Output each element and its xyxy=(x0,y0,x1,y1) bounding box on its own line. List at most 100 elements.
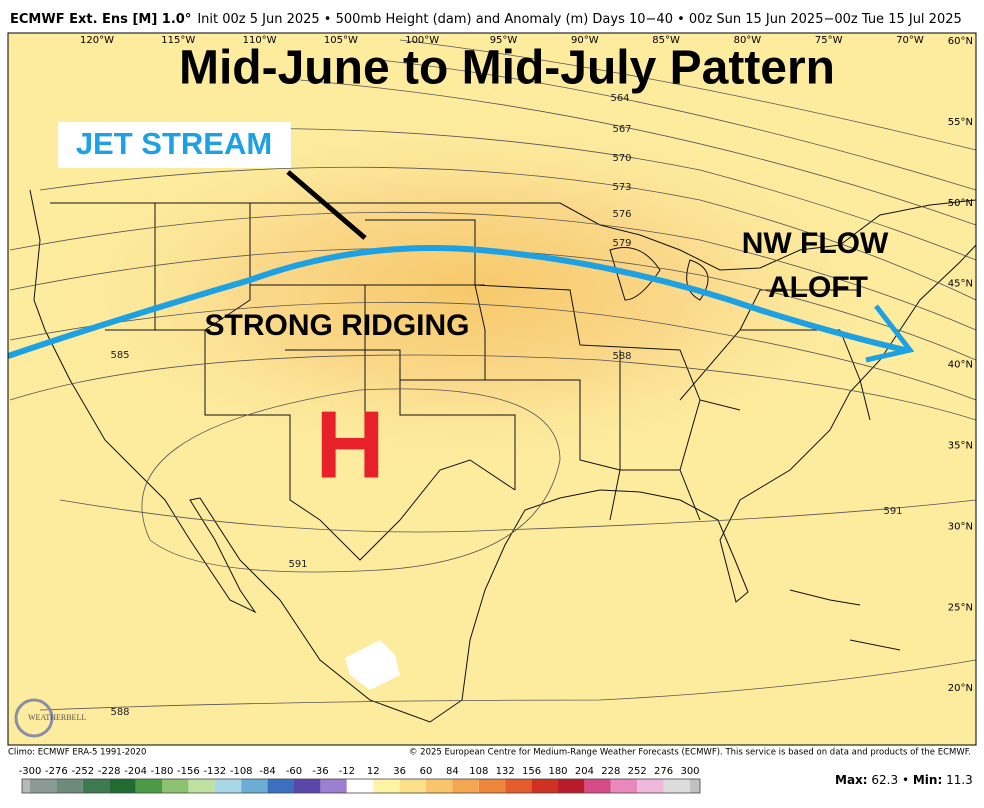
contour-label: 573 xyxy=(612,182,631,193)
climo-note: Climo: ECMWF ERA-5 1991-2020 xyxy=(8,748,146,758)
colorbar-cell xyxy=(610,779,638,793)
description: Init 00z 5 Jun 2025 • 500mb Height (dam)… xyxy=(197,12,961,27)
map-frame xyxy=(7,32,977,746)
longitude-label: 95°W xyxy=(490,35,518,46)
colorbar-tick-label: 60 xyxy=(420,766,433,777)
colorbar-tick-label: 228 xyxy=(601,766,620,777)
colorbar-cell xyxy=(478,779,506,793)
model-name: ECMWF Ext. Ens [M] 1.0° xyxy=(10,12,191,27)
colorbar-cell xyxy=(30,779,57,793)
min-value: 11.3 xyxy=(946,773,973,787)
colorbar-cell xyxy=(22,779,30,793)
latitude-label: 25°N xyxy=(948,602,973,613)
colorbar-tick-label: -36 xyxy=(312,766,328,777)
colorbar-tick-label: 252 xyxy=(628,766,647,777)
logo-mark xyxy=(14,698,54,738)
max-value: 62.3 xyxy=(871,773,898,787)
colorbar-cell xyxy=(373,779,400,793)
colorbar-cell xyxy=(663,779,690,793)
latitude-label: 40°N xyxy=(948,360,973,371)
contour-label: 579 xyxy=(612,238,631,249)
height-contours xyxy=(9,39,976,711)
max-label: Max: xyxy=(835,773,868,787)
separator: • xyxy=(902,773,909,787)
colorbar-cell xyxy=(505,779,532,793)
colorbar-cell xyxy=(188,779,215,793)
jet-stream-arrow xyxy=(8,245,906,359)
colorbar-frame xyxy=(21,778,701,794)
colorbar-cell xyxy=(82,779,110,793)
colorbar-cell xyxy=(452,779,479,793)
latitude-label: 60°N xyxy=(948,36,973,47)
longitude-label: 120°W xyxy=(80,35,114,46)
colorbar-cell xyxy=(135,779,162,793)
colorbar-cell xyxy=(294,779,321,793)
coastlines xyxy=(29,189,976,723)
map-title: Mid-June to Mid-July Pattern xyxy=(179,42,835,95)
ridging-label: STRONG RIDGING xyxy=(204,309,469,342)
colorbar-tick-label: 84 xyxy=(446,766,459,777)
colorbar: -300 -276 -252 -228 -204 -180 -156 -132 -108 -84-… xyxy=(19,766,701,794)
colorbar-cell xyxy=(637,779,664,793)
contour-label: 567 xyxy=(612,124,631,135)
colorbar-cell xyxy=(346,779,374,793)
stats: Max: 62.3 • Min: 11.3 xyxy=(835,773,973,787)
colorbar-cell xyxy=(584,779,611,793)
colorbar-cell xyxy=(531,779,558,793)
longitude-label: 75°W xyxy=(815,35,843,46)
jet-label-box xyxy=(58,122,291,168)
jet-label: JET STREAM xyxy=(76,126,272,161)
colorbar-tick-label: -12 xyxy=(339,766,355,777)
colorbar-tick-label: 108 xyxy=(469,766,488,777)
colorbar-cell xyxy=(162,779,189,793)
state-borders xyxy=(105,203,871,561)
longitude-label: 70°W xyxy=(896,35,924,46)
longitude-label: 80°W xyxy=(734,35,762,46)
colorbar-tick-label: 132 xyxy=(496,766,515,777)
copyright: © 2025 European Centre for Medium-Range … xyxy=(409,748,971,758)
colorbar-tick-label: 156 xyxy=(522,766,541,777)
colorbar-tick-label: 180 xyxy=(548,766,567,777)
header: ECMWF Ext. Ens [M] 1.0° Init 00z 5 Jun 20… xyxy=(10,12,962,27)
longitude-label: 110°W xyxy=(243,35,277,46)
flow-label: NW FLOW xyxy=(742,227,889,260)
contour-labels: 564 567 570 573 576 579 588 585 591 591 588 xyxy=(110,93,902,718)
colorbar-cell xyxy=(690,779,700,793)
contour-label: 591 xyxy=(883,506,902,517)
latitude-label: 30°N xyxy=(948,521,973,532)
colorbar-cell xyxy=(320,779,347,793)
contour-label: 585 xyxy=(110,350,129,361)
min-label: Min: xyxy=(913,773,942,787)
colorbar-tick-label: -228 xyxy=(98,766,121,777)
colorbar-tick-label: -60 xyxy=(286,766,302,777)
longitude-label: 115°W xyxy=(161,35,195,46)
colorbar-cell xyxy=(426,779,453,793)
colorbar-tick-label: -108 xyxy=(230,766,253,777)
contour-label: 588 xyxy=(612,351,631,362)
contour-label: 591 xyxy=(288,559,307,570)
colorbar-cell xyxy=(558,779,585,793)
contour-label: 570 xyxy=(612,153,631,164)
colorbar-tick-label: 300 xyxy=(680,766,699,777)
logo: WEATHERBELL xyxy=(28,713,86,722)
colorbar-cell xyxy=(241,779,268,793)
high-pressure: H xyxy=(315,391,384,498)
latitude-label: 45°N xyxy=(948,279,973,290)
colorbar-tick-label: 204 xyxy=(575,766,594,777)
longitude-label: 105°W xyxy=(324,35,358,46)
colorbar-tick-label: -300 xyxy=(19,766,42,777)
colorbar-tick-label: -180 xyxy=(151,766,174,777)
flow-label: ALOFT xyxy=(768,271,868,304)
longitude-labels: 120°W 115°W 110°W 105°W 100°W 95°W 90°W 85°W 80°… xyxy=(80,35,924,46)
colorbar-tick-label: -132 xyxy=(203,766,226,777)
longitude-label: 90°W xyxy=(571,35,599,46)
longitude-label: 100°W xyxy=(405,35,439,46)
colorbar-tick-label: -84 xyxy=(259,766,275,777)
latitude-label: 20°N xyxy=(948,683,973,694)
latitude-label: 35°N xyxy=(948,441,973,452)
colorbar-tick-label: -156 xyxy=(177,766,200,777)
contour-label: 588 xyxy=(110,707,129,718)
jet-pointer xyxy=(286,170,367,240)
